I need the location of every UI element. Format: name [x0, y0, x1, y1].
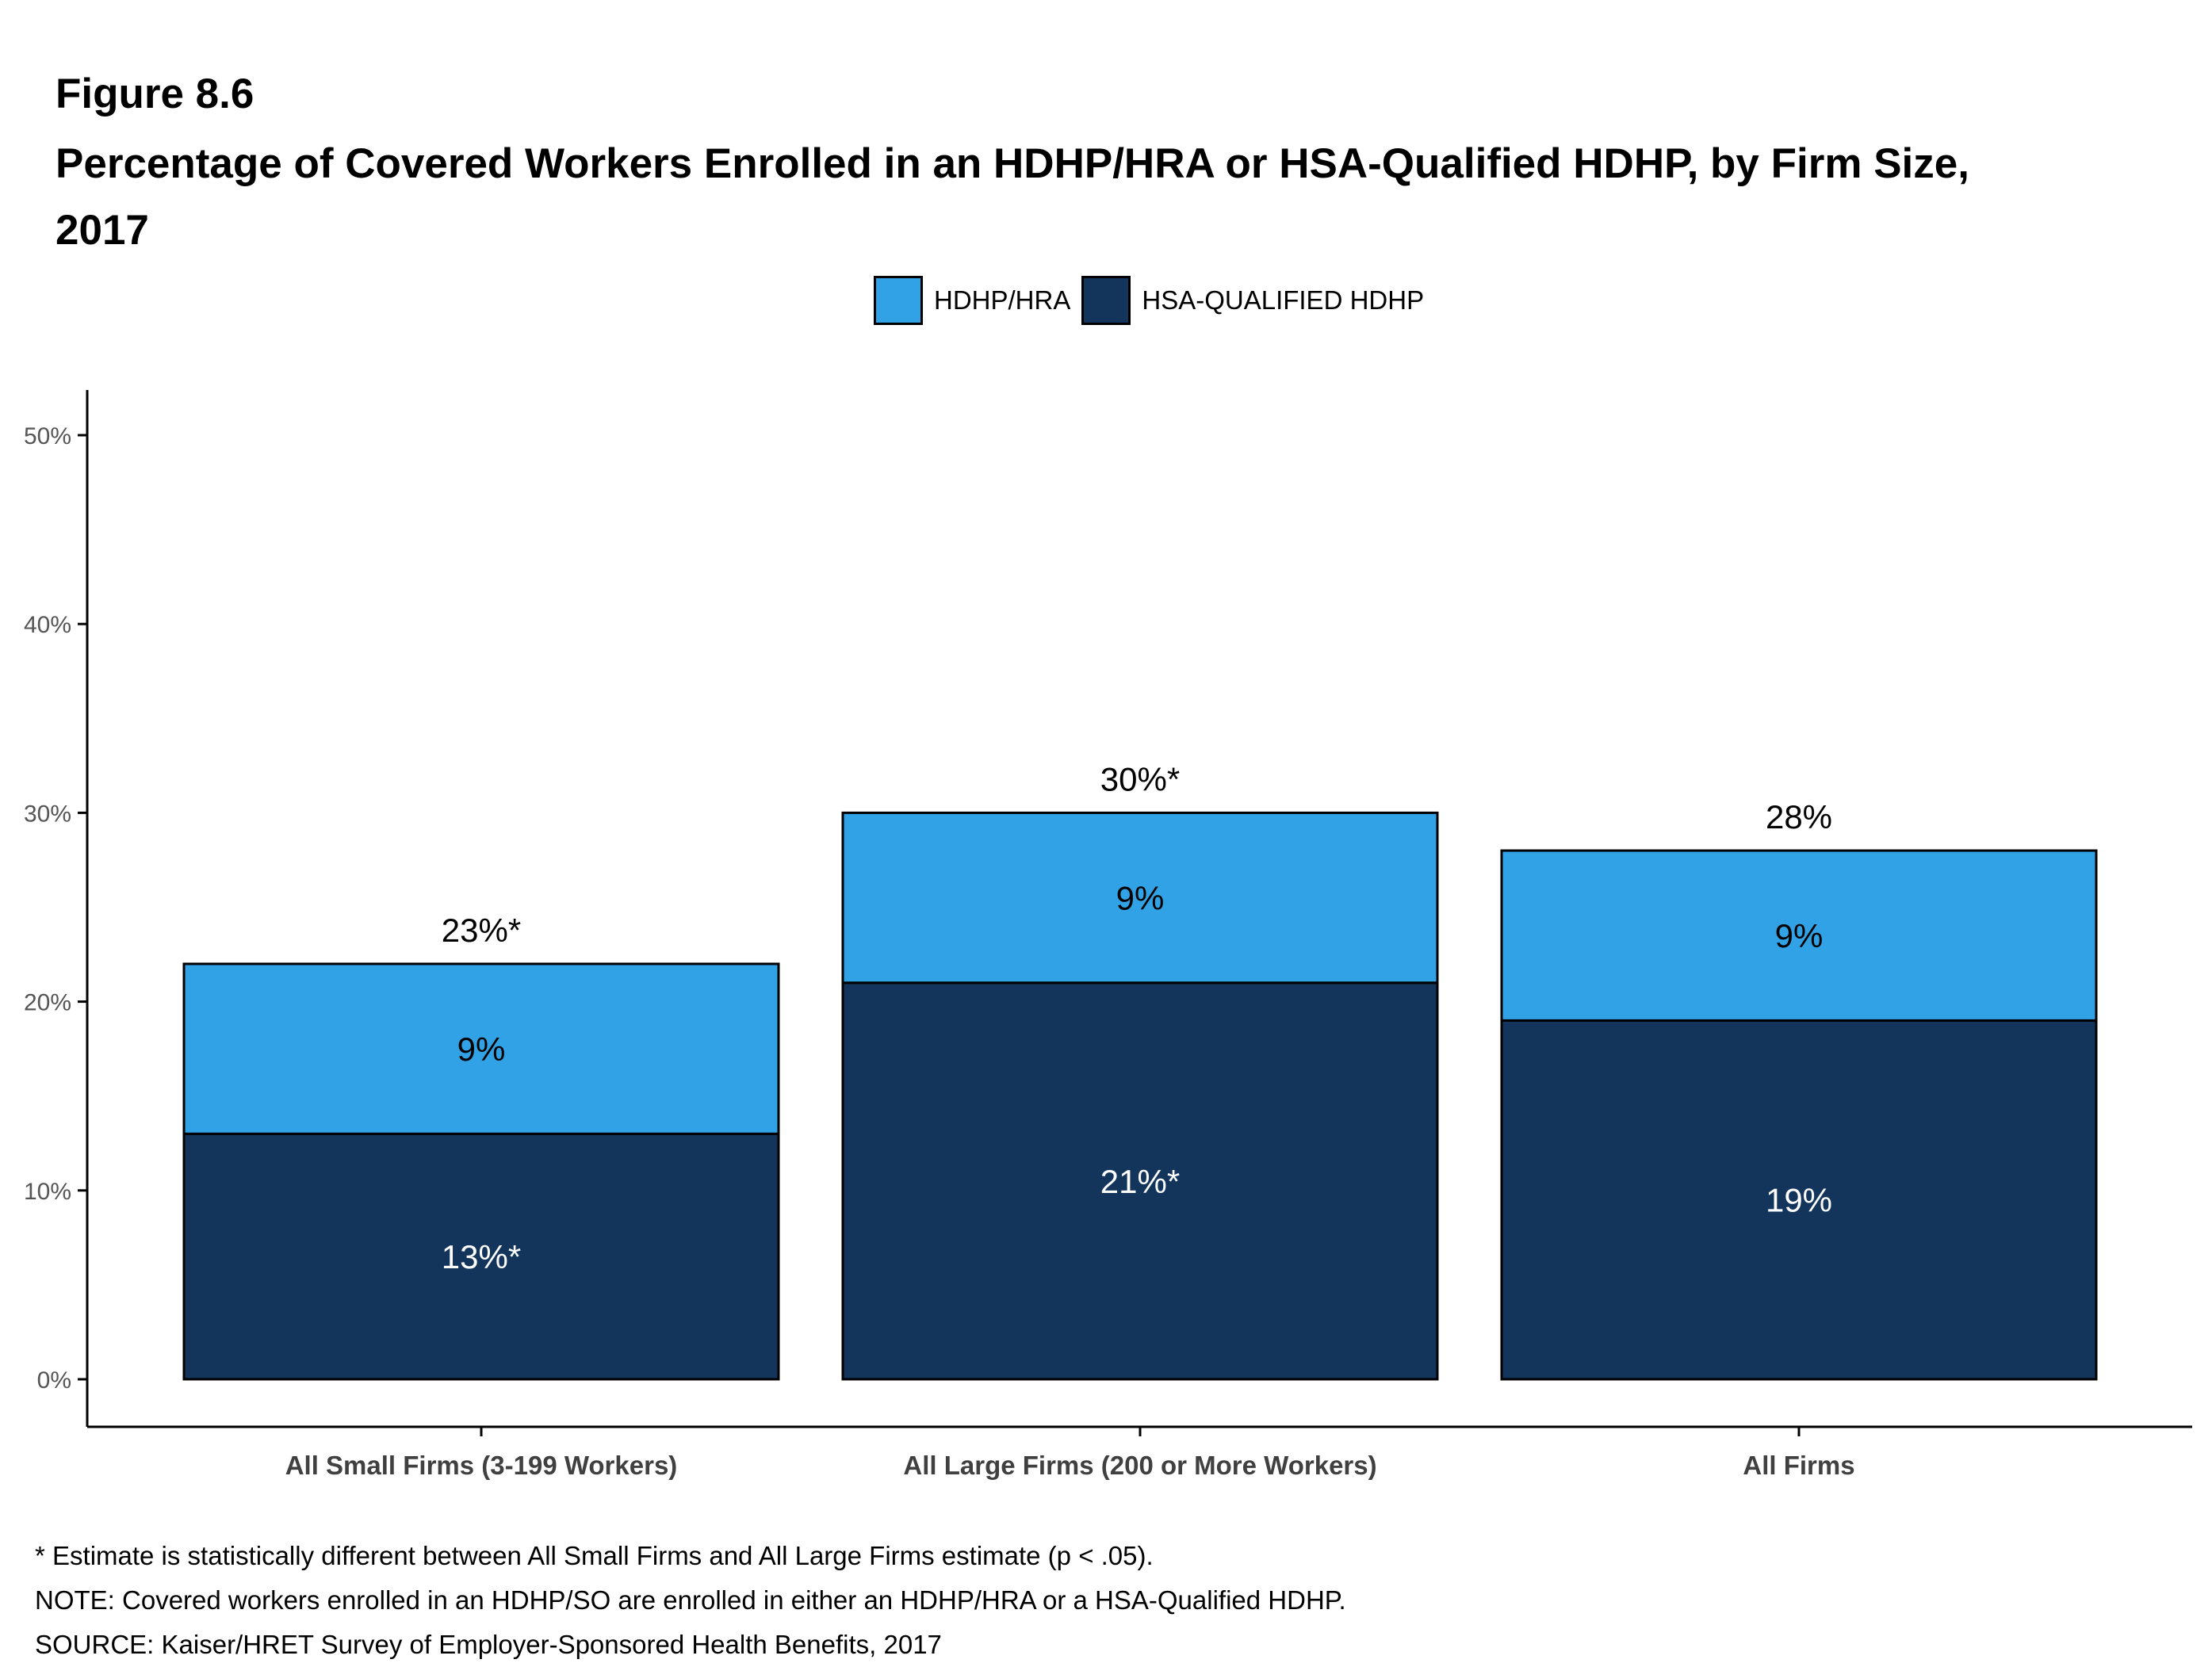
bar-hsa-hdhp — [841, 981, 1439, 1381]
total-value-label: 28% — [1766, 798, 1832, 835]
legend-label-hdhp-hra: HDHP/HRA — [934, 285, 1071, 315]
figure-number: Figure 8.6 — [55, 71, 254, 117]
segment-value-label: 9% — [1775, 917, 1824, 954]
y-tick-label: 20% — [24, 990, 71, 1016]
bar-labels: 13%* 9% 23%* 21%* 9% 30%* 19% 9% 28% — [442, 760, 1832, 1275]
bar-hsa-hdhp — [182, 1132, 780, 1381]
y-tick-label: 50% — [24, 423, 71, 449]
x-tick-label: All Small Firms (3-199 Workers) — [285, 1451, 678, 1480]
y-tick-label: 10% — [24, 1179, 71, 1205]
x-tick-label: All Firms — [1743, 1451, 1854, 1480]
footnotes: * Estimate is statistically different be… — [35, 1534, 1346, 1667]
total-value-label: 23%* — [442, 912, 521, 949]
legend-swatch-hdhp-hra — [874, 276, 923, 325]
chart-plot: 0% 10% 20% 30% 40% 50% All Small Firms (3-199 … — [24, 390, 2192, 1480]
legend-label-hsa-hdhp: HSA-QUALIFIED HDHP — [1142, 285, 1425, 315]
x-tick-label: All Large Firms (200 or More Workers) — [903, 1451, 1376, 1480]
segment-value-label: 21%* — [1100, 1163, 1180, 1200]
segment-value-label: 19% — [1766, 1182, 1832, 1219]
bar-hdhp-hra — [182, 962, 780, 1135]
legend-item-hsa-hdhp: HSA-QUALIFIED HDHP — [1081, 276, 1424, 325]
segment-value-label: 9% — [457, 1030, 506, 1068]
chart-title: Percentage of Covered Workers Enrolled i… — [55, 140, 1969, 254]
y-tick-label: 40% — [24, 612, 71, 638]
legend-swatch-hsa-hdhp — [1081, 276, 1131, 325]
total-value-label: 30%* — [1100, 760, 1180, 797]
segment-value-label: 13%* — [442, 1238, 521, 1275]
legend-item-hdhp-hra: HDHP/HRA — [874, 276, 1070, 325]
note-text: NOTE: Covered workers enrolled in an HDH… — [35, 1585, 1346, 1615]
source-text: SOURCE: Kaiser/HRET Survey of Employer-S… — [35, 1630, 942, 1659]
y-tick-label: 30% — [24, 801, 71, 827]
legend: HDHP/HRA HSA-QUALIFIED HDHP — [874, 276, 1435, 325]
axes: 0% 10% 20% 30% 40% 50% All Small Firms (3-199 … — [24, 390, 2192, 1480]
bar-hdhp-hra — [1500, 849, 2098, 1022]
segment-value-label: 9% — [1116, 880, 1165, 917]
bars — [182, 811, 2098, 1381]
bar-hsa-hdhp — [1500, 1019, 2098, 1381]
bar-hdhp-hra — [841, 811, 1439, 985]
asterisk-note: * Estimate is statistically different be… — [35, 1541, 1154, 1570]
y-tick-label: 0% — [37, 1367, 71, 1394]
